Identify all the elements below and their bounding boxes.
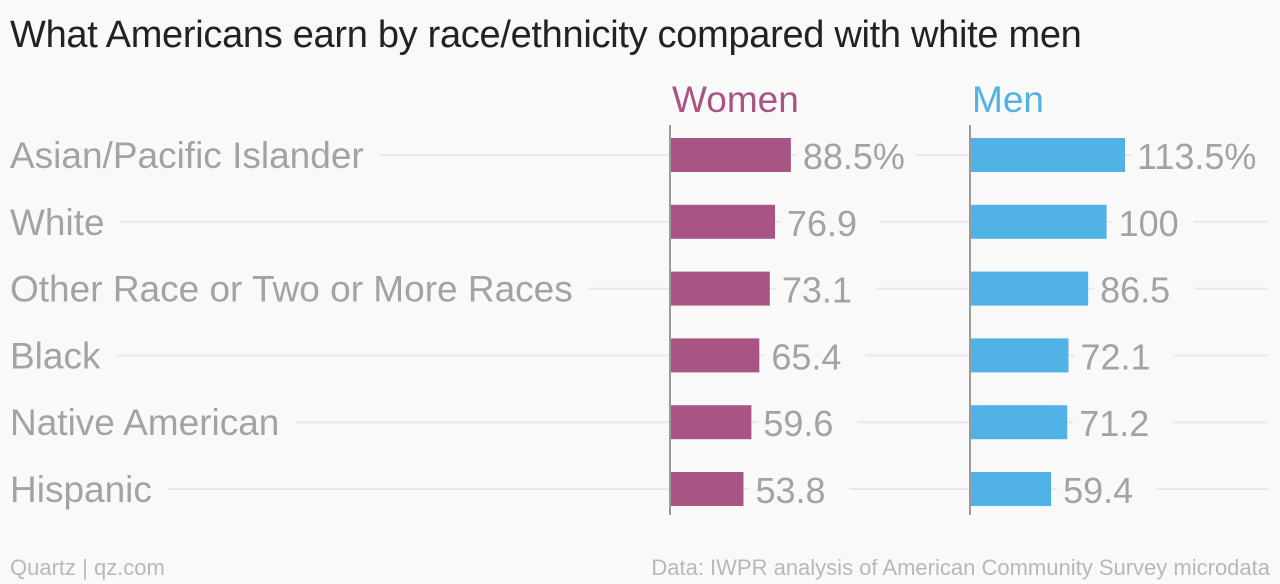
bar [970, 138, 1125, 172]
label-knockout [8, 351, 117, 360]
label-knockout [8, 418, 296, 427]
value-label: 76.9 [787, 203, 857, 244]
value-knockout [749, 485, 850, 493]
bar [670, 472, 744, 506]
value-knockout [765, 351, 866, 360]
value-knockout [796, 151, 916, 159]
value-knockout [1074, 351, 1175, 360]
category-label: Native American [10, 402, 279, 443]
value-knockout [757, 418, 858, 427]
label-knockout [8, 485, 168, 493]
bar [970, 405, 1068, 440]
footer-credit: Quartz | qz.com [10, 555, 165, 580]
value-knockout [1094, 284, 1195, 293]
category-label: Black [10, 335, 101, 376]
value-knockout [1112, 217, 1194, 226]
value-knockout [1073, 418, 1174, 427]
category-label: White [10, 202, 105, 243]
category-label: Hispanic [10, 469, 152, 510]
value-label: 86.5 [1100, 270, 1170, 311]
label-knockout [8, 284, 589, 293]
value-label: 71.2 [1079, 403, 1149, 444]
value-knockout [781, 217, 882, 226]
value-label: 88.5% [803, 136, 905, 177]
series-panel-men: Men 113.5% 100 86.5 72.1 71.2 59.4 [969, 79, 1269, 515]
value-knockout [775, 284, 876, 293]
bar [670, 338, 760, 373]
bar [970, 204, 1107, 239]
bar [670, 405, 752, 440]
value-label: 73.1 [782, 270, 852, 311]
category-label: Other Race or Two or More Races [10, 269, 573, 310]
series-header: Women [672, 79, 799, 120]
value-label: 65.4 [771, 336, 841, 377]
footer-source: Data: IWPR analysis of American Communit… [651, 555, 1270, 580]
bar [970, 472, 1052, 506]
label-knockout [8, 217, 121, 226]
bar [970, 271, 1089, 306]
value-label: 59.6 [763, 403, 833, 444]
label-knockout [8, 151, 380, 159]
category-labels: Asian/Pacific Islander White Other Race or… [8, 135, 589, 510]
chart-title: What Americans earn by race/ethnicity co… [10, 14, 1082, 56]
value-label: 59.4 [1063, 470, 1133, 511]
bar [670, 138, 791, 172]
value-label: 100 [1119, 203, 1179, 244]
value-knockout [1057, 485, 1158, 493]
category-label: Asian/Pacific Islander [10, 135, 364, 176]
value-label: 53.8 [755, 470, 825, 511]
series-header: Men [972, 79, 1044, 120]
bar [670, 204, 776, 239]
value-knockout [1131, 151, 1269, 159]
value-label: 72.1 [1080, 336, 1150, 377]
value-label: 113.5% [1137, 136, 1256, 177]
bar [670, 271, 770, 306]
bar [970, 338, 1069, 373]
